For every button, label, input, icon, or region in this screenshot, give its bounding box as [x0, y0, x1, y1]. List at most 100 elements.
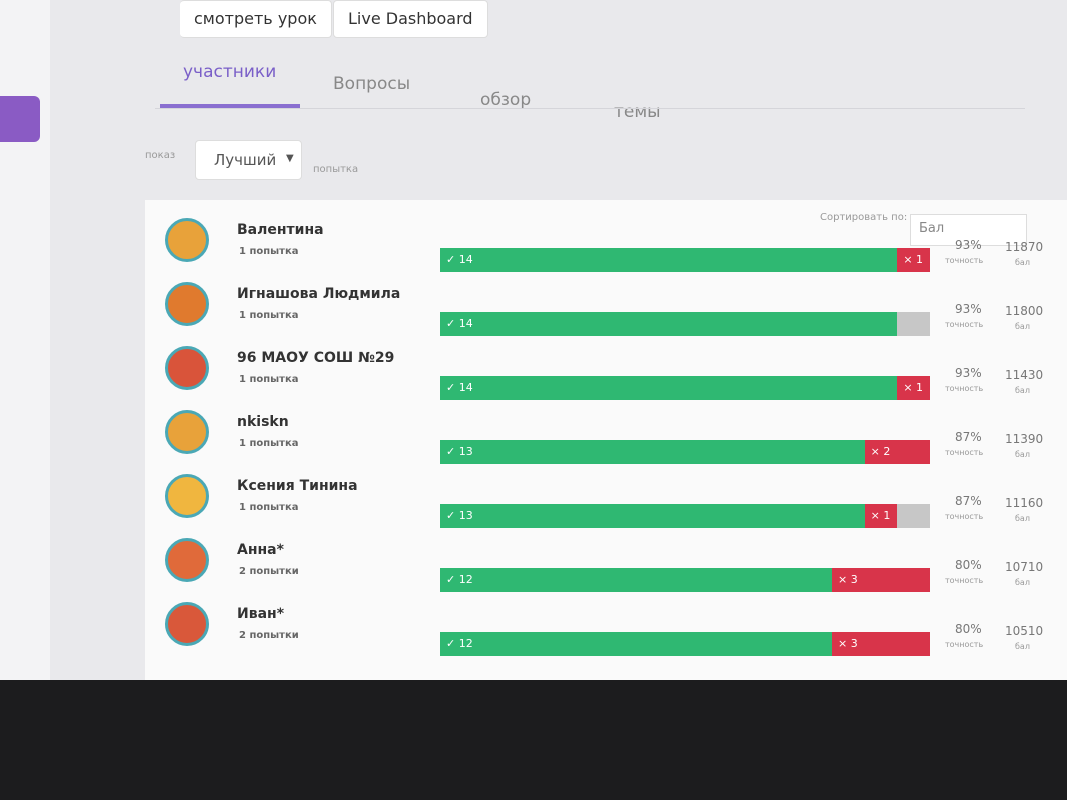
- score: 11160: [1005, 496, 1044, 510]
- icon: ✓: [446, 317, 459, 330]
- tab[interactable]: обзор: [480, 90, 532, 110]
- score-label: бал: [1015, 642, 1030, 651]
- skipped-segment: [897, 504, 930, 528]
- accuracy: 87%: [955, 430, 982, 444]
- icon: ×: [838, 637, 851, 650]
- score-label: бал: [1015, 386, 1030, 395]
- sidebar-button[interactable]: [0, 96, 40, 142]
- avatar: [165, 538, 209, 582]
- accuracy-label: точность: [945, 576, 984, 585]
- score-label: бал: [1015, 514, 1030, 523]
- attempts: 1 попытка: [239, 310, 299, 321]
- participant-row: Ксения Тинина 1 попытка ✓ 13 × 1 87% точность…: [145, 474, 1067, 534]
- filter-select[interactable]: Лучший ▼: [195, 140, 302, 180]
- icon: ✓: [446, 573, 459, 586]
- attempts: 1 попытка: [239, 502, 299, 513]
- participant-row: nkiskn 1 попытка ✓ 13 × 2 87% точность 11390 ба…: [145, 410, 1067, 470]
- tab[interactable]: участники: [183, 62, 277, 82]
- correct-count: 12: [458, 637, 473, 650]
- filter-value: Лучший: [214, 151, 277, 169]
- avatar: [165, 346, 209, 390]
- incorrect-count: 1: [883, 509, 891, 522]
- score-bar: ✓ 14: [440, 312, 930, 336]
- filter-label: показ: [145, 150, 176, 161]
- correct-segment: ✓ 14: [440, 312, 898, 336]
- participant-row: 96 МАОУ СОШ №29 1 попытка ✓ 14 × 1 93% точнос…: [145, 346, 1067, 406]
- attempts: 2 попытки: [239, 566, 299, 577]
- icon: ✓: [446, 509, 459, 522]
- dropdown-arrow: ▼: [286, 153, 294, 164]
- incorrect-segment: × 1: [864, 504, 898, 528]
- score: 10710: [1005, 560, 1044, 574]
- correct-segment: ✓ 13: [440, 440, 865, 464]
- sort-label: Сортировать по:: [820, 212, 908, 223]
- participant-row: Иван* 2 попытки ✓ 12 × 3 80% точность 10510 бал: [145, 602, 1067, 662]
- participant-name: Валентина: [237, 222, 324, 238]
- score: 11430: [1005, 368, 1044, 382]
- incorrect-count: 3: [850, 637, 858, 650]
- participant-row: Анна* 2 попытки ✓ 12 × 3 80% точность 10710 бал: [145, 538, 1067, 598]
- avatar: [165, 410, 209, 454]
- score-label: бал: [1015, 450, 1030, 459]
- tab[interactable]: темы: [614, 102, 661, 122]
- sidebar: [0, 0, 50, 680]
- icon: ×: [903, 253, 917, 266]
- header-button[interactable]: смотреть урок: [180, 0, 332, 38]
- sort-select[interactable]: Бал: [910, 214, 1027, 246]
- score: 10510: [1005, 624, 1044, 638]
- incorrect-count: 1: [916, 253, 924, 266]
- participant-row: Валентина 1 попытка ✓ 14 × 1 93% точность 1187…: [145, 218, 1067, 278]
- screen: смотреть урок Live Dashboard участники В…: [0, 0, 1067, 680]
- participant-name: Ксения Тинина: [237, 478, 358, 494]
- score-bar: ✓ 13 × 2: [440, 440, 930, 464]
- avatar: [165, 218, 209, 262]
- attempts: 1 попытка: [239, 246, 299, 257]
- accuracy: 80%: [955, 558, 982, 572]
- score: 11870: [1005, 240, 1044, 254]
- participant-row: Игнашова Людмила 1 попытка ✓ 14 93% точность…: [145, 282, 1067, 342]
- participant-name: nkiskn: [237, 414, 289, 430]
- accuracy-label: точность: [945, 256, 984, 265]
- icon: ×: [870, 445, 884, 458]
- icon: ✓: [446, 637, 459, 650]
- score-bar: ✓ 12 × 3: [440, 568, 930, 592]
- correct-segment: ✓ 12: [440, 568, 832, 592]
- correct-segment: ✓ 12: [440, 632, 832, 656]
- participant-name: Игнашова Людмила: [237, 286, 401, 302]
- correct-count: 12: [458, 573, 473, 586]
- attempts: 1 попытка: [239, 438, 299, 449]
- score-label: бал: [1015, 578, 1030, 587]
- accuracy-label: точность: [945, 384, 984, 393]
- tab-divider: [155, 108, 1025, 109]
- correct-count: 14: [458, 317, 473, 330]
- score-bar: ✓ 14 × 1: [440, 376, 930, 400]
- participant-name: Анна*: [237, 542, 284, 558]
- accuracy-label: точность: [945, 640, 984, 649]
- accuracy: 87%: [955, 494, 982, 508]
- incorrect-count: 2: [883, 445, 891, 458]
- icon: ✓: [446, 253, 459, 266]
- score-label: бал: [1015, 258, 1030, 267]
- header-button[interactable]: Live Dashboard: [333, 0, 488, 38]
- score-label: бал: [1015, 322, 1030, 331]
- accuracy: 93%: [955, 366, 982, 380]
- correct-segment: ✓ 13: [440, 504, 865, 528]
- accuracy-label: точность: [945, 512, 984, 521]
- avatar: [165, 282, 209, 326]
- tab[interactable]: Вопросы: [333, 74, 411, 94]
- participants-panel: Сортировать по: Бал Валентина 1 попытка ✓ …: [145, 200, 1067, 680]
- icon: ×: [903, 381, 917, 394]
- correct-segment: ✓ 14: [440, 248, 898, 272]
- incorrect-segment: × 3: [832, 632, 930, 656]
- attempts: 2 попытки: [239, 630, 299, 641]
- incorrect-segment: × 2: [864, 440, 930, 464]
- icon: ✓: [446, 445, 459, 458]
- incorrect-count: 3: [850, 573, 858, 586]
- participant-name: Иван*: [237, 606, 285, 622]
- incorrect-segment: × 3: [832, 568, 930, 592]
- correct-count: 13: [458, 445, 473, 458]
- correct-count: 14: [458, 381, 473, 394]
- avatar: [165, 602, 209, 646]
- score-bar: ✓ 12 × 3: [440, 632, 930, 656]
